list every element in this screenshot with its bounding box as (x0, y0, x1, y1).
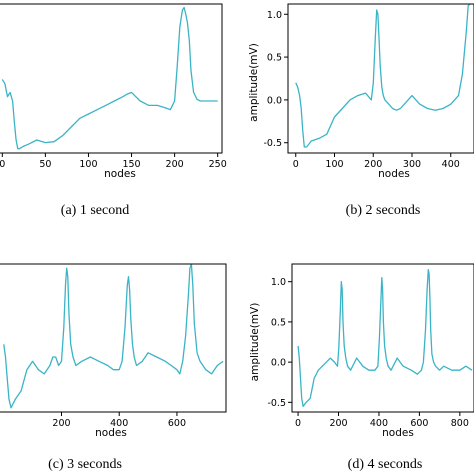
x-axis-label: nodes (382, 427, 414, 439)
axes-frame (287, 3, 474, 154)
x-tick-label: 250 (209, 159, 227, 170)
y-tick-label: -0.5 (263, 138, 282, 149)
x-tick-label: 0 (0, 159, 5, 170)
subplot-2: 0 100 200 300 400 -0.5 0.0 0.5 1.0 nodes amplitude… (248, 3, 474, 218)
x-tick-label: 50 (39, 159, 51, 170)
x-axis-label: nodes (378, 168, 410, 180)
subplot-4: 0 200 400 600 800 -0.5 0.0 0.5 1.0 nodes amplitude… (249, 263, 474, 472)
x-tick-label: 0 (295, 418, 301, 429)
y-tick-label: 1.0 (271, 277, 286, 288)
x-tick-label: 600 (168, 418, 186, 429)
x-tick-label: 800 (451, 418, 469, 429)
x-tick-label: 200 (166, 159, 184, 170)
subplot-caption: (b) 2 seconds (346, 203, 421, 218)
y-axis-label: amplitude(mV) (248, 43, 260, 122)
x-axis-label: nodes (104, 168, 136, 180)
x-tick-label: 200 (329, 418, 347, 429)
y-tick-label: 0.0 (271, 358, 286, 369)
subplot-caption: (d) 4 seconds (348, 457, 423, 472)
x-tick-label: 100 (79, 159, 97, 170)
ecg-trace-line (3, 263, 224, 409)
ecg-trace-line (1, 6, 218, 150)
axes-frame (0, 263, 227, 413)
x-tick-label: 0 (293, 159, 299, 170)
y-axis-label: amplitude(mV) (249, 303, 261, 382)
x-tick-label: 200 (364, 159, 382, 170)
x-tick-label: 200 (52, 418, 70, 429)
subplot-caption: (c) 3 seconds (48, 457, 122, 472)
x-tick-label: 300 (403, 159, 421, 170)
x-tick-label: 150 (122, 159, 140, 170)
subplot-caption: (a) 1 second (61, 203, 129, 218)
x-tick-label: 400 (442, 159, 460, 170)
y-tick-label: -0.5 (267, 398, 286, 409)
y-tick-label: 0.0 (267, 95, 282, 106)
x-tick-label: 400 (370, 418, 388, 429)
x-tick-label: 600 (410, 418, 428, 429)
subplot-3: 200 400 600 nodes (c) 3 seconds (0, 263, 227, 472)
axes-frame (0, 3, 223, 154)
ecg-trace-line (295, 3, 471, 148)
axes-frame (291, 263, 474, 413)
y-tick-label: 0.5 (271, 317, 286, 328)
y-tick-label: 0.5 (267, 53, 282, 64)
ecg-trace-line (297, 268, 473, 408)
y-tick-label: 1.0 (267, 10, 282, 21)
subplot-1: 0 50 100 150 200 250 nodes (a) 1 second (0, 3, 227, 218)
x-tick-label: 100 (325, 159, 343, 170)
x-tick-label: 400 (110, 418, 128, 429)
x-axis-label: nodes (95, 427, 127, 439)
